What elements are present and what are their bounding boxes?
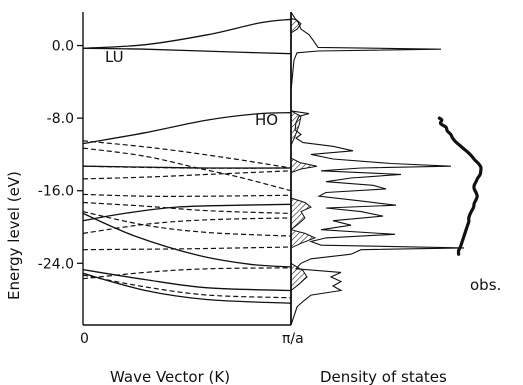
y-tick-label: -24.0 xyxy=(38,256,74,272)
dos-hatched-region-1 xyxy=(290,17,302,34)
band-curve-13 xyxy=(83,211,291,237)
band-lines xyxy=(83,18,291,304)
observed-label: obs. xyxy=(470,276,501,294)
observed-spectrum-curve xyxy=(437,116,483,256)
band-curve-19 xyxy=(83,272,291,304)
density-of-states-panel xyxy=(290,11,483,326)
dos-hatched-region-4 xyxy=(290,197,312,231)
y-tick-label: -16.0 xyxy=(38,184,74,200)
band-curve-17 xyxy=(83,269,291,292)
x-tick-pi-over-a: π/a xyxy=(282,331,304,347)
dos-axis-title: Density of states xyxy=(320,368,447,385)
band-curve-11 xyxy=(83,201,291,214)
band-curve-4 xyxy=(83,140,291,169)
band-curve-7 xyxy=(83,170,291,180)
x-axis-title: Wave Vector (K) xyxy=(110,368,230,385)
x-tick-zero: 0 xyxy=(80,331,89,347)
band-curve-1 xyxy=(83,18,291,49)
y-tick-label: -8.0 xyxy=(47,111,74,127)
band-curve-2 xyxy=(83,47,291,55)
band-curve-14 xyxy=(83,212,291,268)
y-tick-label: 0.0 xyxy=(52,39,74,55)
band-curve-12 xyxy=(83,217,291,234)
dos-hatched-region-6 xyxy=(290,262,308,292)
band-curve-15 xyxy=(83,246,291,251)
band-curve-18 xyxy=(83,274,291,299)
band-curve-16 xyxy=(83,267,291,280)
band-curve-6 xyxy=(83,165,291,169)
dos-hatched-region-2 xyxy=(290,110,302,146)
band-curve-9 xyxy=(83,193,291,197)
band-curve-8 xyxy=(83,147,291,192)
energy-axis-ticks: 0.0 -8.0 -16.0 -24.0 xyxy=(38,39,83,272)
band-curve-3 xyxy=(83,112,291,145)
y-axis-title: Energy level (eV) xyxy=(5,171,23,300)
dos-hatched-region-3 xyxy=(290,157,318,174)
dos-hatched-region-5 xyxy=(290,229,317,249)
band-curve-10 xyxy=(83,203,291,222)
lu-label: LU xyxy=(105,48,124,66)
ho-label: HO xyxy=(255,111,278,129)
dos-outline xyxy=(290,11,465,326)
